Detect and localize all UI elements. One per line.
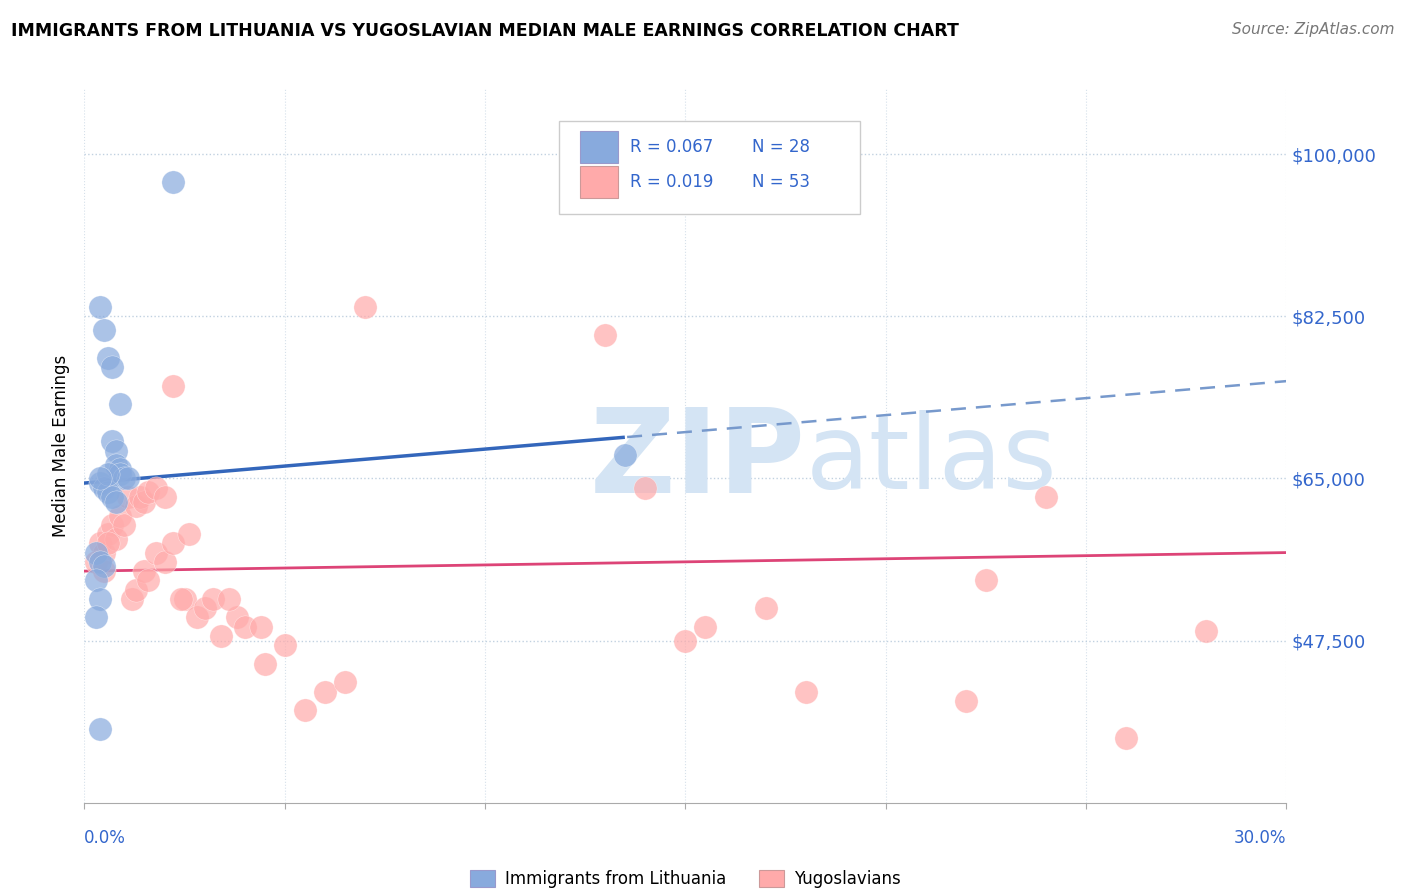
Point [162, 378, 184, 392]
Point [125, 500, 148, 514]
Point [314, 684, 336, 698]
Point [105, 494, 128, 508]
Point [105, 532, 128, 546]
Point [162, 175, 184, 189]
Text: R = 0.019: R = 0.019 [630, 173, 713, 191]
Point [153, 555, 176, 569]
Point [97, 527, 120, 541]
Point [201, 591, 224, 606]
Point [169, 591, 191, 606]
Point [755, 601, 778, 615]
Point [134, 494, 156, 508]
Point [110, 508, 132, 523]
Point [89, 476, 111, 491]
Point [121, 591, 143, 606]
Point [105, 458, 128, 472]
Point [125, 582, 148, 597]
Point [333, 675, 356, 690]
Text: 30.0%: 30.0% [1234, 829, 1286, 847]
Point [89, 722, 111, 736]
Point [209, 629, 232, 643]
Point [173, 591, 195, 606]
Point [86, 545, 108, 559]
Point [1115, 731, 1137, 745]
Point [233, 620, 256, 634]
FancyBboxPatch shape [579, 166, 619, 198]
Point [93, 564, 115, 578]
Point [93, 323, 115, 337]
Point [129, 490, 152, 504]
Text: atlas: atlas [806, 409, 1057, 511]
Point [145, 545, 167, 559]
Text: N = 53: N = 53 [752, 173, 810, 191]
Point [86, 574, 108, 588]
Point [97, 467, 120, 481]
Point [97, 485, 120, 500]
Point [354, 300, 377, 314]
Point [93, 545, 115, 559]
Text: Source: ZipAtlas.com: Source: ZipAtlas.com [1232, 22, 1395, 37]
Point [93, 481, 115, 495]
Point [1195, 624, 1218, 639]
Point [253, 657, 276, 671]
Point [595, 327, 617, 342]
Point [274, 638, 297, 652]
Point [101, 490, 124, 504]
Point [117, 490, 139, 504]
Point [145, 481, 167, 495]
Point [634, 481, 657, 495]
FancyBboxPatch shape [579, 131, 619, 163]
Point [138, 485, 160, 500]
Point [138, 574, 160, 588]
Text: ZIP: ZIP [589, 403, 806, 517]
Point [101, 517, 124, 532]
Point [117, 471, 139, 485]
Point [97, 351, 120, 365]
Point [614, 448, 637, 462]
Point [89, 536, 111, 550]
Text: N = 28: N = 28 [752, 138, 810, 156]
Text: 0.0%: 0.0% [84, 829, 127, 847]
Point [186, 610, 208, 624]
Point [162, 536, 184, 550]
Point [1035, 490, 1057, 504]
Point [93, 559, 115, 574]
Point [86, 610, 108, 624]
Text: IMMIGRANTS FROM LITHUANIA VS YUGOSLAVIAN MEDIAN MALE EARNINGS CORRELATION CHART: IMMIGRANTS FROM LITHUANIA VS YUGOSLAVIAN… [11, 22, 959, 40]
FancyBboxPatch shape [560, 121, 859, 214]
Point [974, 574, 997, 588]
Point [294, 703, 316, 717]
Point [89, 555, 111, 569]
Point [101, 434, 124, 449]
Point [114, 517, 135, 532]
Point [794, 684, 817, 698]
Point [249, 620, 271, 634]
Point [114, 471, 135, 485]
Y-axis label: Median Male Earnings: Median Male Earnings [52, 355, 70, 537]
Point [153, 490, 176, 504]
Point [110, 397, 132, 411]
Point [110, 467, 132, 481]
Point [134, 564, 156, 578]
Legend: Immigrants from Lithuania, Yugoslavians: Immigrants from Lithuania, Yugoslavians [463, 863, 908, 892]
Text: R = 0.067: R = 0.067 [630, 138, 713, 156]
Point [194, 601, 217, 615]
Point [695, 620, 717, 634]
Point [86, 555, 108, 569]
Point [675, 633, 697, 648]
Point [89, 300, 111, 314]
Point [110, 462, 132, 476]
Point [177, 527, 200, 541]
Point [218, 591, 240, 606]
Point [97, 536, 120, 550]
Point [101, 360, 124, 375]
Point [105, 443, 128, 458]
Point [225, 610, 247, 624]
Point [89, 591, 111, 606]
Point [89, 471, 111, 485]
Point [955, 694, 977, 708]
